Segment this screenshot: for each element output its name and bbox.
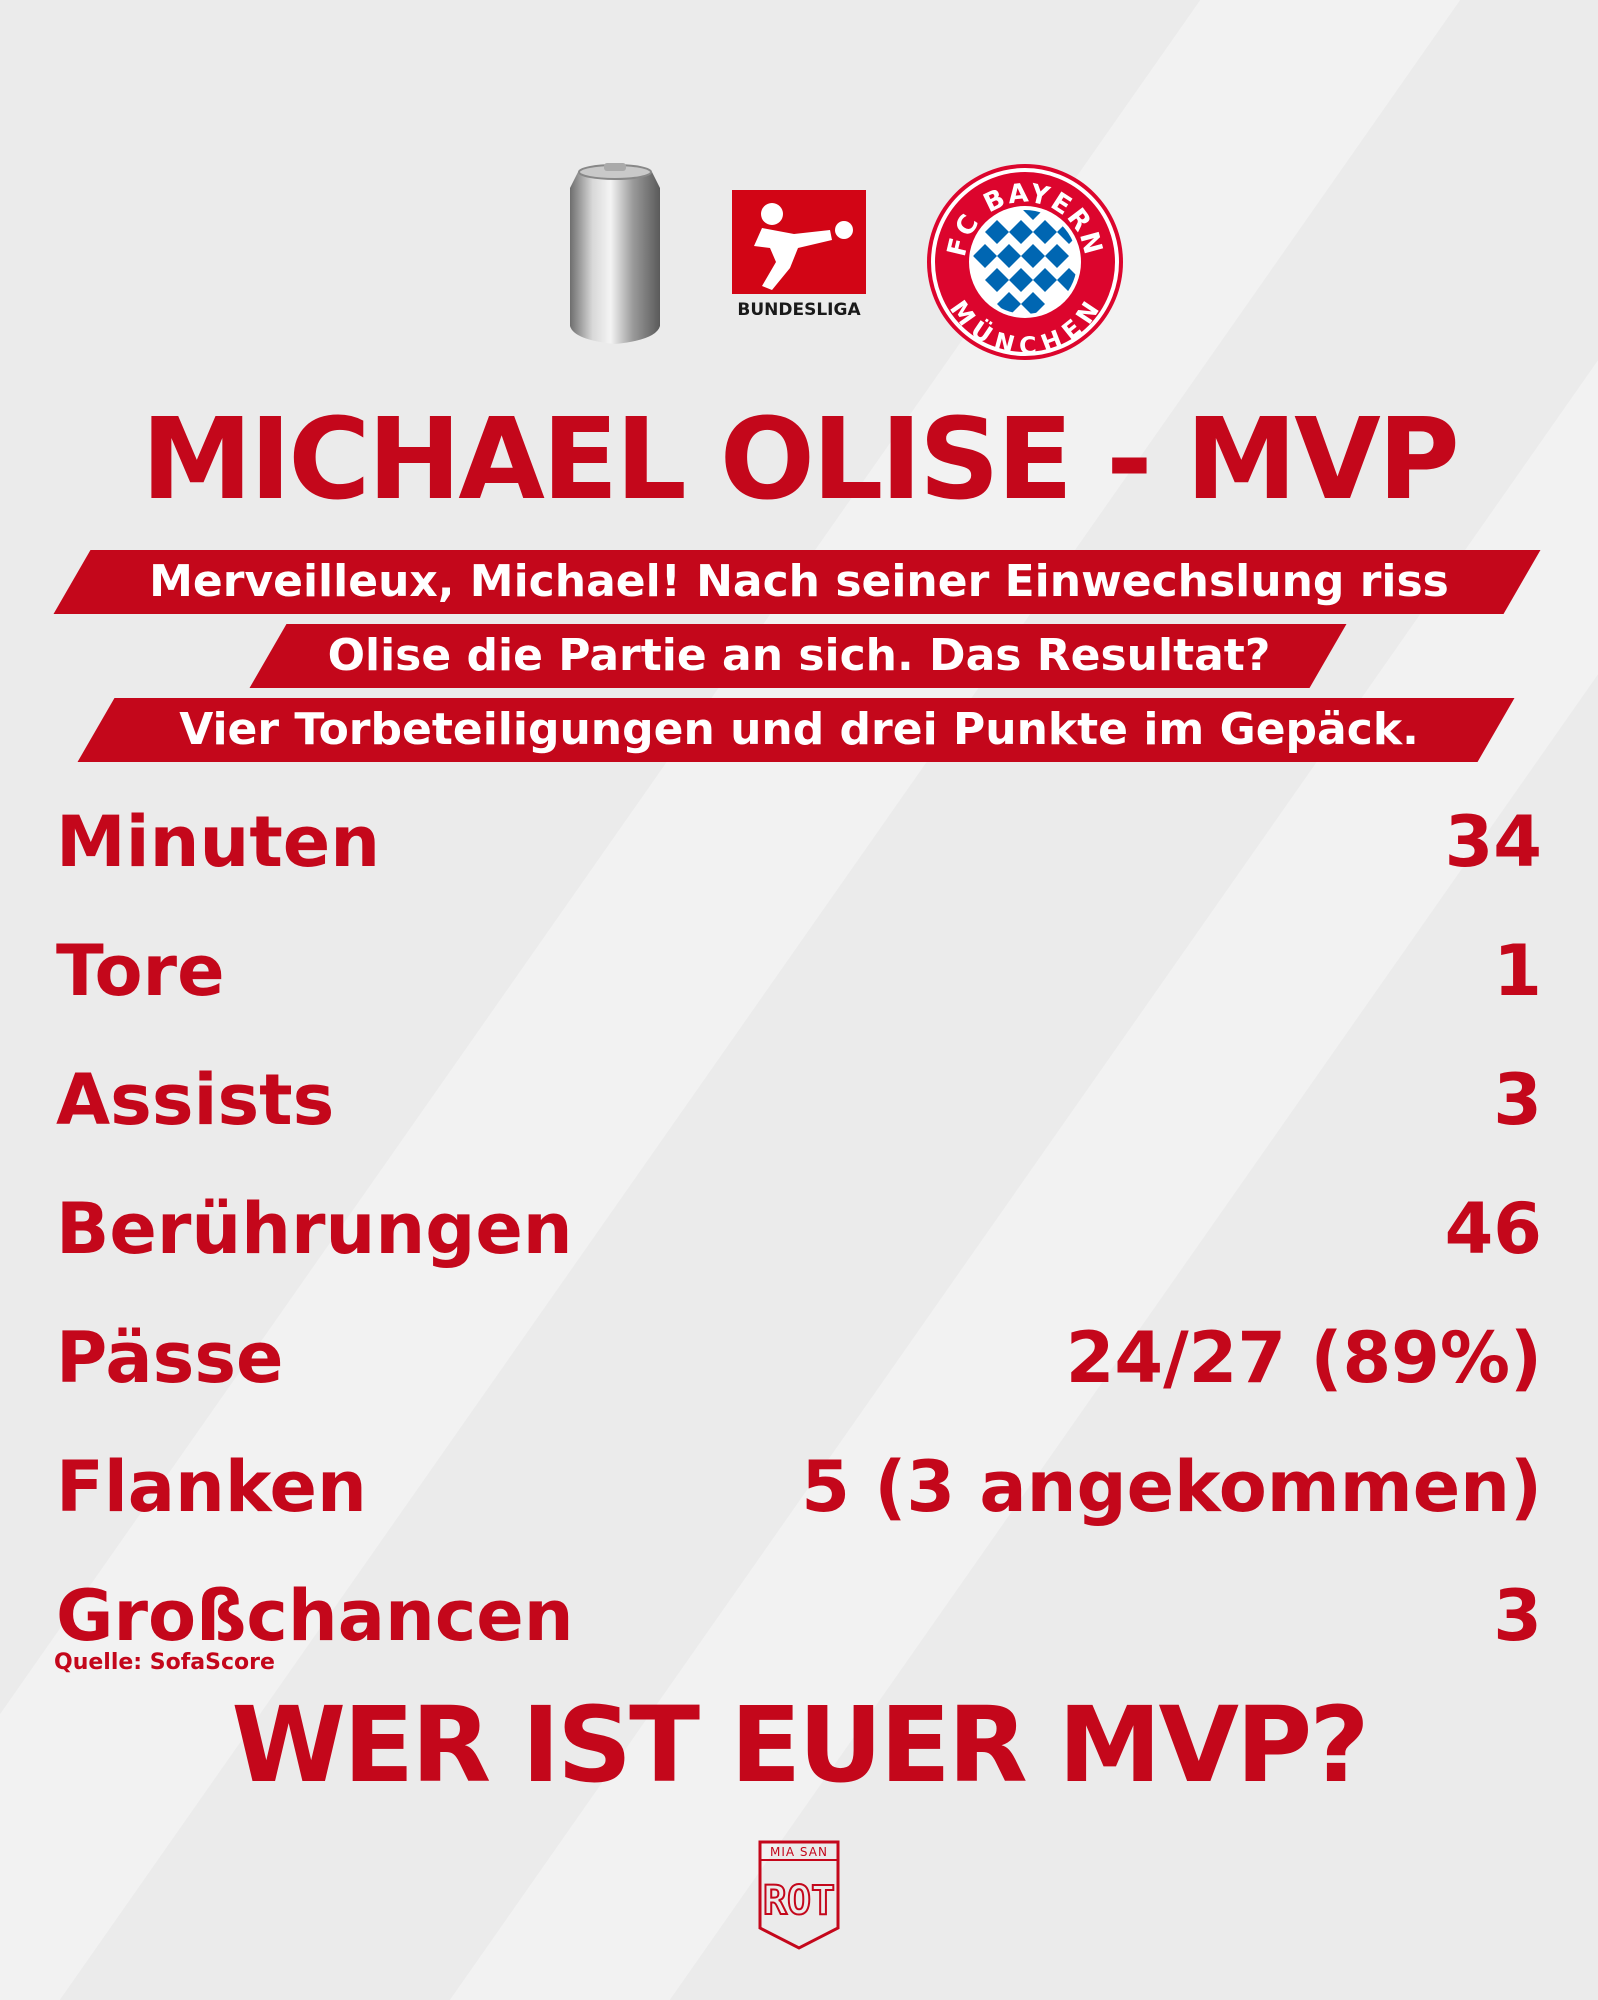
mia-san-rot-logo-icon: MIA SAN ROT [758, 1840, 840, 1950]
stat-value: 5 (3 angekommen) [801, 1446, 1542, 1528]
intro-line: Merveilleux, Michael! Nach seiner Einwec… [149, 556, 1449, 607]
stat-label: Großchancen [56, 1575, 574, 1657]
bundesliga-logo: BUNDESLIGA [732, 190, 866, 320]
source-note: Quelle: SofaScore [54, 1650, 275, 1675]
stat-label: Pässe [56, 1317, 284, 1399]
call-to-action: WER IST EUER MVP? [231, 1684, 1369, 1806]
intro-line: Vier Torbeteiligungen und drei Punkte im… [179, 704, 1419, 755]
logo-row: BUNDESLIGA FC BAYERN MÜNCHEN [0, 150, 1598, 370]
logo-top-text: MIA SAN [770, 1845, 828, 1859]
stat-label: Tore [56, 930, 225, 1012]
stat-row-assists: Assists 3 [56, 1050, 1542, 1150]
page-title: MICHAEL OLISE - MVP [141, 395, 1460, 525]
stat-value: 3 [1493, 1059, 1542, 1141]
intro-line: Olise die Partie an sich. Das Resultat? [327, 630, 1271, 681]
stat-row-tore: Tore 1 [56, 921, 1542, 1021]
stat-row-minuten: Minuten 34 [56, 792, 1542, 892]
logo-bottom-text: ROT [763, 1878, 835, 1924]
stat-row-beruehrungen: Berührungen 46 [56, 1179, 1542, 1279]
stat-value: 34 [1444, 801, 1542, 883]
stat-row-flanken: Flanken 5 (3 angekommen) [56, 1437, 1542, 1537]
stat-label: Flanken [56, 1446, 367, 1528]
bundesliga-wordmark: BUNDESLIGA [737, 300, 861, 320]
stat-value: 24/27 (89%) [1065, 1317, 1542, 1399]
stat-label: Assists [56, 1059, 335, 1141]
stat-row-grosschancen: Großchancen 3 [56, 1566, 1542, 1666]
stat-label: Berührungen [56, 1188, 573, 1270]
stat-value: 3 [1493, 1575, 1542, 1657]
fc-bayern-crest-icon: FC BAYERN MÜNCHEN [927, 164, 1123, 360]
bundesliga-logo-icon [732, 190, 866, 294]
stat-value: 1 [1493, 930, 1542, 1012]
aluminium-can-icon [570, 163, 660, 344]
stat-row-paesse: Pässe 24/27 (89%) [56, 1308, 1542, 1408]
stat-value: 46 [1444, 1188, 1542, 1270]
stat-label: Minuten [56, 801, 381, 883]
